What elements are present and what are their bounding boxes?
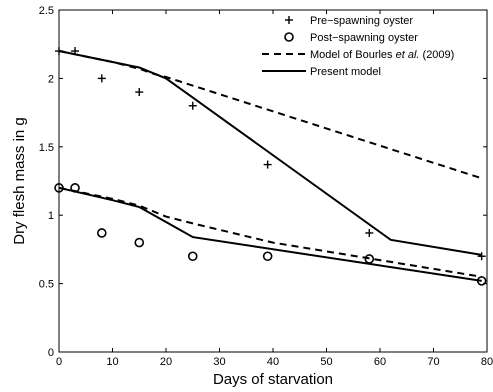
legend-item-2: Model of Bourles et al. (2009) <box>262 49 454 61</box>
x-tick-label: 50 <box>320 356 332 368</box>
legend-label: Model of Bourles et al. (2009) <box>310 49 454 61</box>
plus-marker <box>263 160 272 169</box>
circle-marker <box>262 251 273 262</box>
legend-item-0: Pre−spawning oyster <box>285 15 413 27</box>
x-tick-label: 20 <box>160 356 172 368</box>
plus-marker <box>365 228 374 237</box>
y-tick-label: 0.5 <box>39 279 54 291</box>
x-axis-title: Days of starvation <box>213 371 333 388</box>
x-tick-label: 0 <box>56 356 62 368</box>
legend-label: Present model <box>310 66 381 78</box>
legend-plus-marker <box>285 16 293 24</box>
series-layer <box>54 47 487 286</box>
legend-item-1: Post−spawning oyster <box>284 32 418 44</box>
legend-circle-marker <box>284 32 294 42</box>
series-4 <box>58 50 482 256</box>
circle-marker <box>187 251 198 262</box>
y-axis-title: Dry flesh mass in g <box>11 117 28 245</box>
legend-label: Post−spawning oyster <box>310 32 418 44</box>
legend-item-3: Present model <box>262 66 381 78</box>
x-tick-label: 70 <box>427 356 439 368</box>
axis-ticks: 0 10 20 30 40 50 60 70 80 0 0.5 1 1.5 2 2.5 <box>39 5 493 368</box>
dashed-model-line <box>58 186 482 278</box>
solid-model-line <box>58 186 482 282</box>
circle-marker <box>97 228 107 238</box>
y-tick-label: 1.5 <box>39 142 54 154</box>
legend: Pre−spawning oyster Post−spawning oyster M… <box>262 15 454 78</box>
plus-marker <box>477 252 486 261</box>
y-tick-label: 1 <box>48 210 54 222</box>
x-tick-label: 30 <box>213 356 225 368</box>
plus-marker <box>97 74 106 83</box>
plot-border <box>58 9 488 353</box>
x-tick-label: 40 <box>267 356 279 368</box>
y-tick-label: 2 <box>48 73 54 85</box>
circle-marker <box>134 237 145 248</box>
solid-model-line <box>58 50 482 256</box>
series-1 <box>54 183 487 286</box>
series-3 <box>58 186 482 278</box>
x-tick-label: 60 <box>374 356 386 368</box>
x-tick-label: 80 <box>481 356 493 368</box>
plot-frame <box>58 9 488 353</box>
series-5 <box>58 186 482 282</box>
y-tick-label: 0 <box>48 347 54 359</box>
y-tick-label: 2.5 <box>39 5 54 17</box>
plus-marker <box>135 88 144 97</box>
plus-marker <box>188 101 197 110</box>
legend-label: Pre−spawning oyster <box>310 15 413 27</box>
x-tick-label: 10 <box>106 356 118 368</box>
